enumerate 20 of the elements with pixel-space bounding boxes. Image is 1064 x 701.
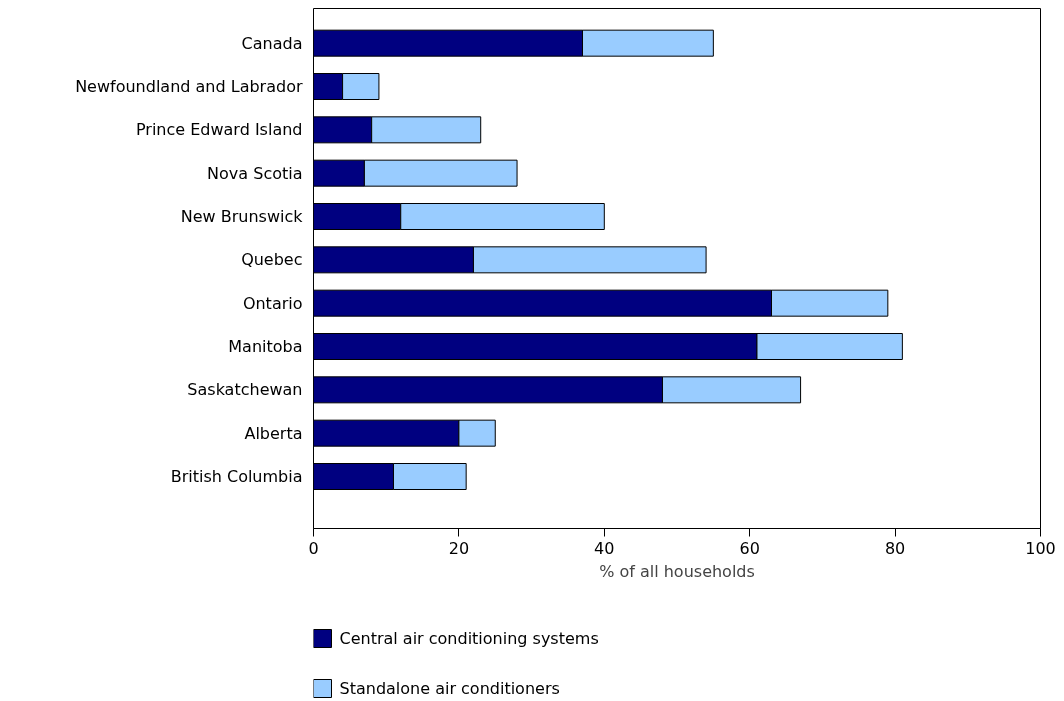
y-tick-label: Ontario <box>242 293 303 313</box>
x-tick-label: 20 <box>448 538 470 558</box>
x-tick-label: 40 <box>594 538 615 558</box>
y-tick-label: Newfoundland and Labrador <box>75 77 303 96</box>
x-tick-label: 0 <box>308 538 319 558</box>
legend-label: Standalone air conditioners <box>339 679 560 698</box>
x-tick-label: 60 <box>739 538 760 558</box>
y-tick-label: Alberta <box>244 423 303 443</box>
y-tick-label: Prince Edward Island <box>135 120 303 140</box>
x-tick-label: 100 <box>1025 538 1056 558</box>
y-tick-label: Saskatchewan <box>187 380 303 400</box>
y-tick-label: New Brunswick <box>180 207 304 226</box>
y-tick-label: Nova Scotia <box>207 163 303 183</box>
y-tick-label: Canada <box>241 33 303 53</box>
y-tick-label: Manitoba <box>228 337 303 356</box>
legend-label: Central air conditioning systems <box>339 629 599 648</box>
x-axis-title: % of all households <box>599 561 755 581</box>
y-tick-label: Quebec <box>241 250 303 270</box>
y-tick-label: British Columbia <box>170 467 303 486</box>
x-tick-label: 80 <box>884 538 906 558</box>
